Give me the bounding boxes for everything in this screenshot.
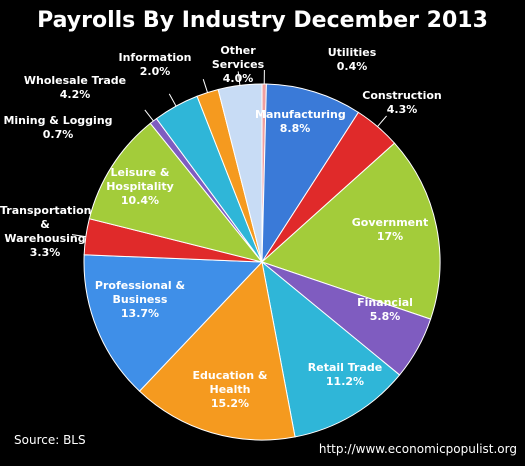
chart-title: Payrolls By Industry December 2013 <box>37 8 488 33</box>
slice-label: Education & Health 15.2% <box>185 369 275 411</box>
slice-label: Manufacturing 8.8% <box>255 108 346 136</box>
value-label: 11.2% <box>325 375 365 388</box>
credit: http://www.economicpopulist.org <box>318 442 517 456</box>
pie-slice <box>261 260 401 438</box>
category-name: Wholesale Trade <box>23 74 127 87</box>
value-label: 2.0% <box>139 65 171 78</box>
value-label: 4.2% <box>59 88 91 101</box>
value-label: 8.8% <box>279 122 311 135</box>
pie-slice <box>261 142 441 320</box>
category-name: Manufacturing <box>255 108 346 121</box>
category-name: Financial <box>357 296 413 309</box>
pie-slice <box>83 254 264 392</box>
slice-label: Leisure & Hospitality 10.4% <box>100 166 180 208</box>
slice-label: Financial 5.8% <box>350 296 420 324</box>
value-label: 13.7% <box>120 307 160 320</box>
slice-label: Information 2.0% <box>115 51 195 79</box>
category-name: Mining & Logging <box>3 114 113 127</box>
pie-slice <box>261 83 360 264</box>
leader-line <box>144 109 154 122</box>
slice-label: Mining & Logging 0.7% <box>3 114 113 142</box>
value-label: 0.7% <box>42 128 74 141</box>
category-name: Transportation & Warehousing <box>0 204 92 245</box>
slice-label: Utilities 0.4% <box>317 46 387 74</box>
value-label: 15.2% <box>210 397 250 410</box>
category-name: Education & Health <box>192 369 268 396</box>
slice-label: Wholesale Trade 4.2% <box>20 74 130 102</box>
value-label: 0.4% <box>336 60 368 73</box>
slice-label: Construction 4.3% <box>357 89 447 117</box>
category-name: Leisure & Hospitality <box>106 166 174 193</box>
value-label: 10.4% <box>120 194 160 207</box>
value-label: 5.8% <box>369 310 401 323</box>
leader-line <box>71 234 86 238</box>
value-label: 4.3% <box>386 103 418 116</box>
leader-line <box>168 93 177 107</box>
pie-slice <box>138 260 296 441</box>
slice-label: Retail Trade 11.2% <box>305 361 385 389</box>
value-label: 17% <box>376 230 404 243</box>
category-name: Government <box>351 216 429 229</box>
slice-label: Other Services 4.0% <box>193 44 283 86</box>
category-name: Utilities <box>327 46 377 59</box>
slice-label: Professional & Business 13.7% <box>90 279 190 321</box>
value-label: 3.3% <box>29 246 61 259</box>
value-label: 4.0% <box>222 72 254 85</box>
category-name: Professional & Business <box>94 279 186 306</box>
source: Source: BLS <box>14 433 86 447</box>
leader-line <box>202 79 208 93</box>
category-name: Construction <box>362 89 442 102</box>
slice-label: Transportation & Warehousing 3.3% <box>0 204 92 260</box>
category-name: Other Services <box>211 44 265 71</box>
leader-line <box>377 115 387 127</box>
pie-slice <box>88 122 264 263</box>
category-name: Information <box>118 51 192 64</box>
category-name: Retail Trade <box>307 361 383 374</box>
slice-label: Government 17% <box>350 216 430 244</box>
leader-line <box>237 71 241 86</box>
